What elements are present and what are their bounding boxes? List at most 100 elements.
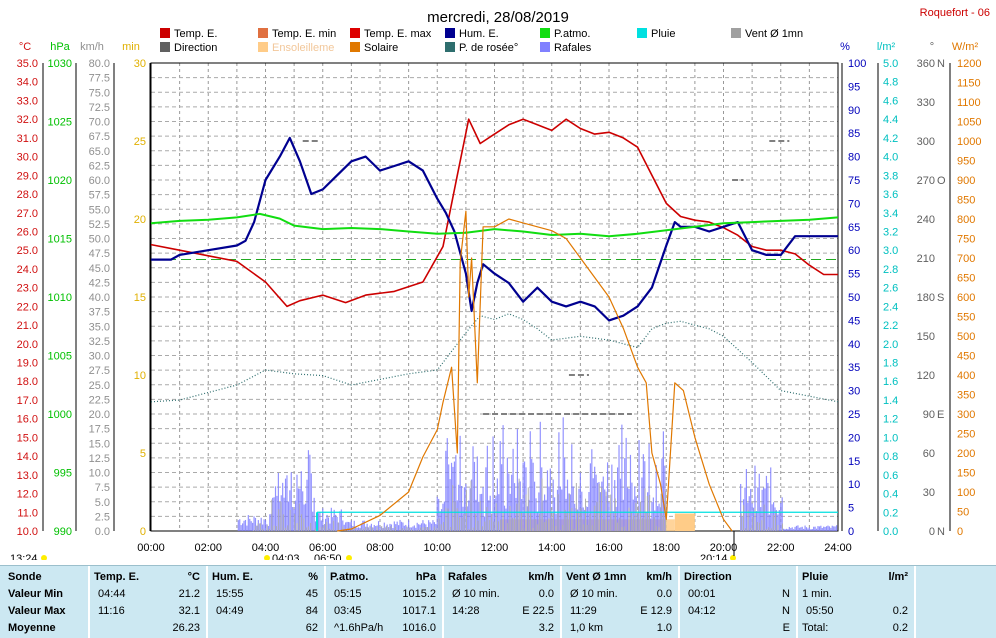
axis-tick-label: 40.0 (89, 292, 110, 304)
axis-tick-label: 330 (917, 97, 935, 109)
axis-tick-label: 22.0 (17, 301, 38, 313)
axis-tick-label: 550 (957, 312, 975, 324)
axis-tick-label: 60.0 (89, 175, 110, 187)
axis-tick-label: 500 (957, 331, 975, 343)
axis-tick-label: 60 (848, 245, 860, 257)
axis-tick-label: 25.0 (17, 245, 38, 257)
vent-distance: 1,0 km (570, 622, 604, 634)
axis-tick-label: 4.2 (883, 133, 898, 145)
col-vent: Vent Ø 1mn km/h Ø 10 min. 0.0 11:29 E 12.9 … (560, 566, 680, 638)
col-patmo: P.atmo. hPa 05:15 1015.2 03:45 1017.1 ^1.6h… (324, 566, 444, 638)
hdr-vent: Vent Ø 1mn (566, 571, 627, 583)
axis-tick-label: 0 (957, 526, 963, 538)
axis-unit-label: l/m² (877, 41, 896, 53)
pluie-max-value: 0.2 (892, 605, 908, 617)
axis-tick-label: 250 (957, 429, 975, 441)
axis-tick-label: 150 (957, 468, 975, 480)
rafales-max-value: E 22.5 (522, 605, 554, 617)
hum-min-time: 15:55 (216, 588, 244, 600)
axis-tick-label: 4.0 (883, 152, 898, 164)
hdr-pluie-unit: l/m² (888, 571, 908, 583)
hdr-rafales-unit: km/h (528, 571, 554, 583)
axis-unit-label: ° (930, 41, 934, 53)
hdr-direction: Direction (684, 571, 732, 583)
axis-tick-label: 75.0 (89, 87, 110, 99)
lines-layer (150, 118, 839, 532)
legend-label: Direction (174, 42, 217, 54)
axis-tick-label: 70 (848, 198, 860, 210)
axis-tick-label: 23.0 (17, 283, 38, 295)
rafales-avg-value: 3.2 (538, 622, 554, 634)
x-tick-label: 02:00 (194, 542, 222, 554)
axis-tick-label: 45.0 (89, 263, 110, 275)
axis-tick-label: 3.2 (883, 226, 898, 238)
axis-tick-label: 30 (923, 487, 935, 499)
axis-tick-label: 210 (917, 253, 935, 265)
axis-tick-label: 27.0 (17, 208, 38, 220)
axis-tick-label: 0.2 (883, 507, 898, 519)
axis-tick-label: 10 (134, 370, 146, 382)
direction-avg-value: E (782, 622, 790, 634)
patmo-min-time: 05:15 (334, 588, 362, 600)
axis-tick-label: 1.8 (883, 358, 898, 370)
axis-tick-label: 37.5 (89, 307, 110, 319)
axis-tick-label: 15.0 (17, 432, 38, 444)
patmo-max-value: 1017.1 (402, 605, 436, 617)
axes-layer: 10.0 11.0 12.0 13.0 14.0 15.0 16.0 17.0 18.0 19.0… (17, 58, 982, 554)
series-line-p-de-ros-e (150, 313, 839, 403)
legend-label: Temp. E. (174, 28, 217, 40)
vent-min-value: 0.0 (656, 588, 672, 600)
direction-letter: N (937, 526, 945, 538)
axis-tick-label: 10.0 (17, 526, 38, 538)
pluie-total-label: Total: (802, 622, 829, 634)
axis-tick-label: 33.0 (17, 95, 38, 107)
axis-tick-label: 4.6 (883, 95, 898, 107)
sunshine-bar (674, 513, 695, 531)
axis-tick-label: 47.5 (89, 248, 110, 260)
axis-tick-label: 32.0 (17, 114, 38, 126)
axis-tick-label: 18.0 (17, 376, 38, 388)
axis-tick-label: 2.0 (883, 339, 898, 351)
hdr-temp-unit: °C (187, 571, 200, 583)
hum-avg-value: 62 (305, 622, 318, 634)
axis-unit-label: hPa (50, 41, 70, 53)
axis-tick-label: 14.0 (17, 451, 38, 463)
axis-tick-label: 77.5 (89, 73, 110, 85)
axis-tick-label: 34.0 (17, 77, 38, 89)
axis-tick-label: 0 (929, 526, 935, 538)
chart-title: mercredi, 28/08/2019 (427, 9, 569, 26)
direction-max-time: 04:12 (688, 605, 716, 617)
axis-tick-label: 1010 (48, 292, 72, 304)
col-pluie: Pluie l/m² 1 min. 05:50 0.2 Total: 0.2 (796, 566, 916, 638)
legend-label: Ensoleilleme (272, 42, 334, 54)
axis-tick-label: 120 (917, 370, 935, 382)
axis-tick-label: 900 (957, 175, 975, 187)
axis-tick-label: 400 (957, 370, 975, 382)
axis-tick-label: 22.5 (89, 394, 110, 406)
axis-tick-label: 5 (848, 503, 854, 515)
x-tick-label: 06:00 (309, 542, 337, 554)
legend-label: Solaire (364, 42, 398, 54)
x-tick-label: 10:00 (423, 542, 451, 554)
axis-tick-label: 90 (923, 409, 935, 421)
series-line-solaire (337, 210, 733, 532)
axis-tick-label: 15 (848, 456, 860, 468)
vent-avg-value: 1.0 (656, 622, 672, 634)
axis-tick-label: 4.4 (883, 114, 898, 126)
axis-tick-label: 12.5 (89, 453, 110, 465)
temp-min-time: 04:44 (98, 588, 126, 600)
legend-swatch (258, 42, 268, 52)
axis-tick-label: 800 (957, 214, 975, 226)
axis-tick-label: 100 (957, 487, 975, 499)
axis-tick-label: 1005 (48, 351, 72, 363)
grid (150, 62, 839, 532)
legend: Temp. E. Temp. E. min Temp. E. max Hum. E. P… (160, 28, 803, 54)
sunrise2-dot (346, 555, 352, 560)
legend-swatch (160, 28, 170, 38)
axis-tick-label: 72.5 (89, 102, 110, 114)
axis-tick-label: 5 (140, 448, 146, 460)
axis-tick-label: 0.0 (883, 526, 898, 538)
axis-tick-label: 90 (848, 105, 860, 117)
x-tick-label: 08:00 (366, 542, 394, 554)
legend-swatch (160, 42, 170, 52)
